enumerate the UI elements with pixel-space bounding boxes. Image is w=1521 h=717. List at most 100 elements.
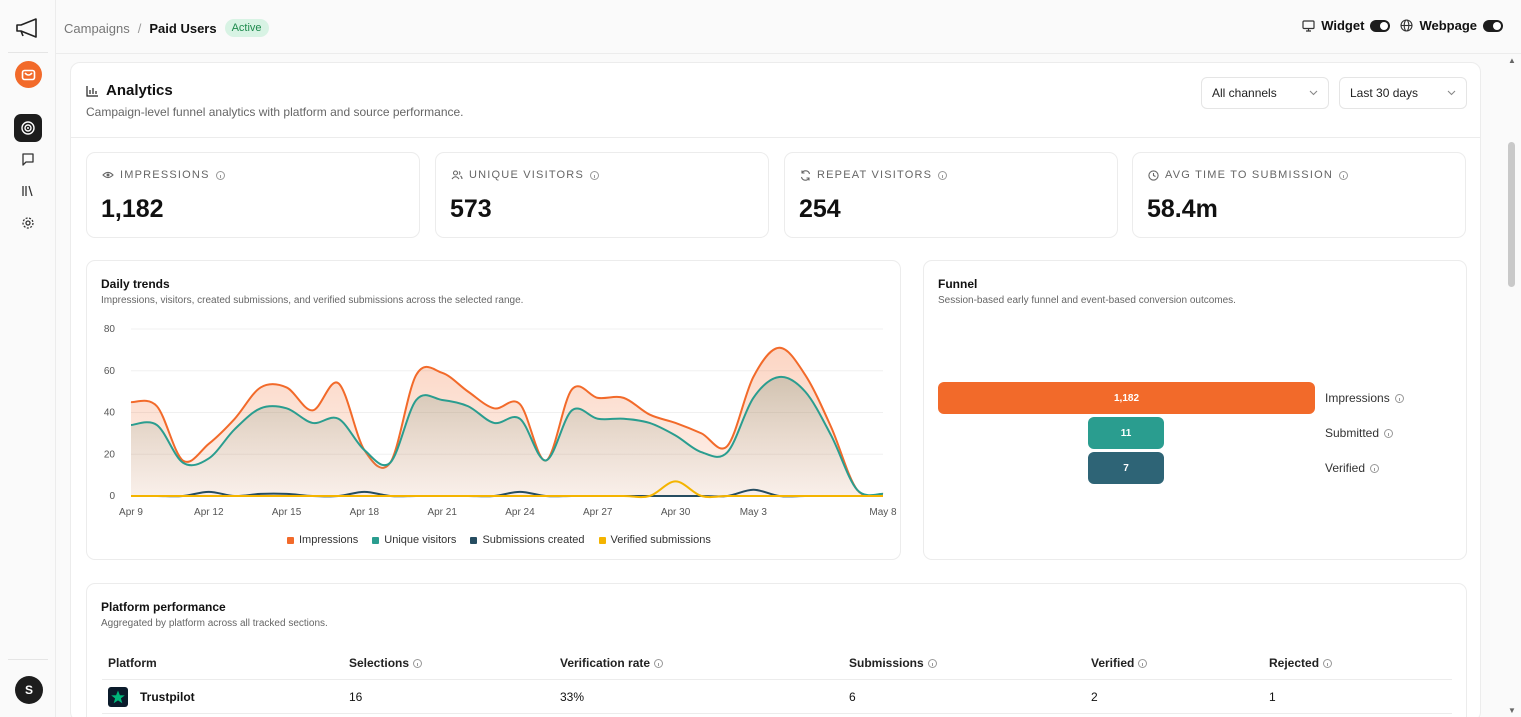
funnel-bar-impressions[interactable]: 1,182 (938, 382, 1315, 414)
webpage-switch[interactable] (1483, 19, 1503, 32)
stat-value: 254 (799, 195, 841, 223)
chevron-down-icon (1309, 90, 1318, 96)
bar-chart-icon (86, 85, 98, 97)
chart-legend: Impressions Unique visitors Submissions cr… (287, 534, 711, 546)
series-line-impressions (130, 346, 884, 497)
platform-name: Trustpilot (140, 690, 195, 704)
daily-trends-chart: 0 20 40 60 80 Apr 9 Apr 12 Apr 15 Apr 18 Apr 21 Ap… (104, 324, 897, 518)
card-subtitle: Session-based early funnel and event-bas… (938, 295, 1236, 306)
megaphone-icon[interactable] (14, 16, 42, 40)
sidebar-item-messages[interactable] (18, 149, 38, 169)
legend-item[interactable]: Unique visitors (372, 534, 456, 546)
column-header-verified[interactable]: Verified (1091, 656, 1148, 670)
stat-label: IMPRESSIONS (120, 169, 210, 181)
card-subtitle: Impressions, visitors, created submissio… (101, 295, 524, 306)
legend-item[interactable]: Impressions (287, 534, 358, 546)
breadcrumb-current: Paid Users (149, 20, 217, 36)
legend-swatch (287, 536, 294, 544)
platform-table: Platform Selections Verification rate Su… (102, 646, 1452, 714)
cell-verification-rate: 33% (560, 690, 585, 704)
table-row[interactable]: Trustpilot 16 33% 6 2 1 (102, 680, 1452, 714)
daily-trends-card: Daily trends Impressions, visitors, crea… (86, 260, 901, 560)
column-header-text: Verification rate (560, 656, 651, 670)
stat-card-avg-time: AVG TIME TO SUBMISSION 58.4m (1132, 152, 1466, 238)
funnel-bar-submitted[interactable]: 11 (1088, 417, 1164, 449)
cell-platform: Trustpilot (108, 687, 195, 707)
card-title: Funnel (938, 277, 978, 291)
info-icon[interactable] (1394, 393, 1404, 403)
info-icon[interactable] (1339, 170, 1349, 180)
y-tick-label: 20 (104, 449, 116, 460)
stat-label: AVG TIME TO SUBMISSION (1165, 169, 1334, 181)
info-icon[interactable] (215, 170, 225, 180)
column-header-submissions[interactable]: Submissions (849, 656, 937, 670)
analytics-header: Analytics (86, 82, 173, 99)
stat-card-unique-visitors: UNIQUE VISITORS 573 (435, 152, 769, 238)
sidebar-item-settings[interactable] (18, 213, 38, 233)
cell-submissions: 6 (849, 690, 856, 704)
legend-item[interactable]: Submissions created (470, 534, 585, 546)
card-title: Platform performance (101, 600, 226, 614)
funnel-card: Funnel Session-based early funnel and ev… (923, 260, 1467, 560)
sidebar-item-library[interactable] (18, 181, 38, 201)
legend-label: Unique visitors (384, 534, 457, 546)
globe-icon (1400, 19, 1413, 32)
org-avatar[interactable] (15, 61, 42, 88)
info-icon[interactable] (1384, 428, 1394, 438)
series-line-unique-visitors (130, 375, 884, 497)
stat-value: 573 (450, 195, 492, 223)
column-header-platform[interactable]: Platform (108, 656, 157, 670)
funnel-label-impressions: Impressions (1325, 391, 1404, 405)
x-tick-label: Apr 15 (272, 507, 302, 518)
x-tick-label: Apr 9 (119, 507, 143, 518)
webpage-toggle-label: Webpage (1419, 18, 1477, 33)
stat-value: 58.4m (1147, 195, 1218, 223)
scroll-down-icon[interactable]: ▼ (1508, 706, 1516, 715)
legend-label: Verified submissions (610, 534, 711, 546)
sidebar: S (0, 0, 56, 717)
y-tick-label: 0 (109, 491, 115, 502)
webpage-toggle[interactable]: Webpage (1400, 18, 1503, 33)
stat-card-repeat-visitors: REPEAT VISITORS 254 (784, 152, 1118, 238)
scrollbar-thumb[interactable] (1508, 142, 1515, 287)
info-icon[interactable] (938, 170, 948, 180)
range-select[interactable]: Last 30 days (1339, 77, 1467, 109)
info-icon[interactable] (413, 658, 423, 668)
info-icon[interactable] (1138, 658, 1148, 668)
funnel-label-text: Verified (1325, 461, 1366, 475)
column-header-text: Verified (1091, 656, 1135, 670)
channel-select[interactable]: All channels (1201, 77, 1329, 109)
info-icon[interactable] (927, 658, 937, 668)
column-header-text: Selections (349, 656, 410, 670)
sidebar-divider (8, 52, 48, 53)
info-icon[interactable] (1370, 463, 1380, 473)
breadcrumb: Campaigns / Paid Users Active (64, 19, 269, 37)
column-header-selections[interactable]: Selections (349, 656, 423, 670)
view-toggles: Widget Webpage (1302, 18, 1503, 33)
info-icon[interactable] (654, 658, 664, 668)
widget-toggle[interactable]: Widget (1302, 18, 1391, 33)
info-icon[interactable] (589, 170, 599, 180)
funnel-bar-verified[interactable]: 7 (1088, 452, 1164, 484)
legend-label: Submissions created (482, 534, 585, 546)
sidebar-item-campaigns[interactable] (14, 114, 42, 142)
column-header-rejected[interactable]: Rejected (1269, 656, 1333, 670)
scrollbar[interactable]: ▲ ▼ (1507, 56, 1517, 717)
breadcrumb-campaigns[interactable]: Campaigns (64, 20, 130, 36)
trustpilot-icon (108, 687, 128, 707)
column-header-verification-rate[interactable]: Verification rate (560, 656, 664, 670)
info-icon[interactable] (1323, 658, 1333, 668)
sidebar-divider (8, 659, 48, 660)
series-line-verified-submissions (131, 480, 883, 499)
clock-icon (1148, 169, 1159, 181)
x-tick-label: Apr 21 (427, 507, 457, 518)
legend-swatch (470, 536, 478, 544)
legend-item[interactable]: Verified submissions (598, 534, 711, 546)
eye-icon (102, 171, 114, 179)
stat-label: REPEAT VISITORS (817, 169, 933, 181)
widget-switch[interactable] (1370, 19, 1391, 32)
page-subtitle: Campaign-level funnel analytics with pla… (86, 105, 464, 119)
user-avatar[interactable]: S (15, 676, 43, 704)
cell-selections: 16 (349, 690, 363, 704)
scroll-up-icon[interactable]: ▲ (1508, 56, 1516, 65)
